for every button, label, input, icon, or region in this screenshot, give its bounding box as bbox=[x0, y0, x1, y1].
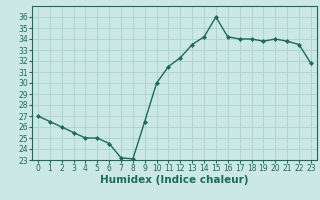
X-axis label: Humidex (Indice chaleur): Humidex (Indice chaleur) bbox=[100, 175, 249, 185]
